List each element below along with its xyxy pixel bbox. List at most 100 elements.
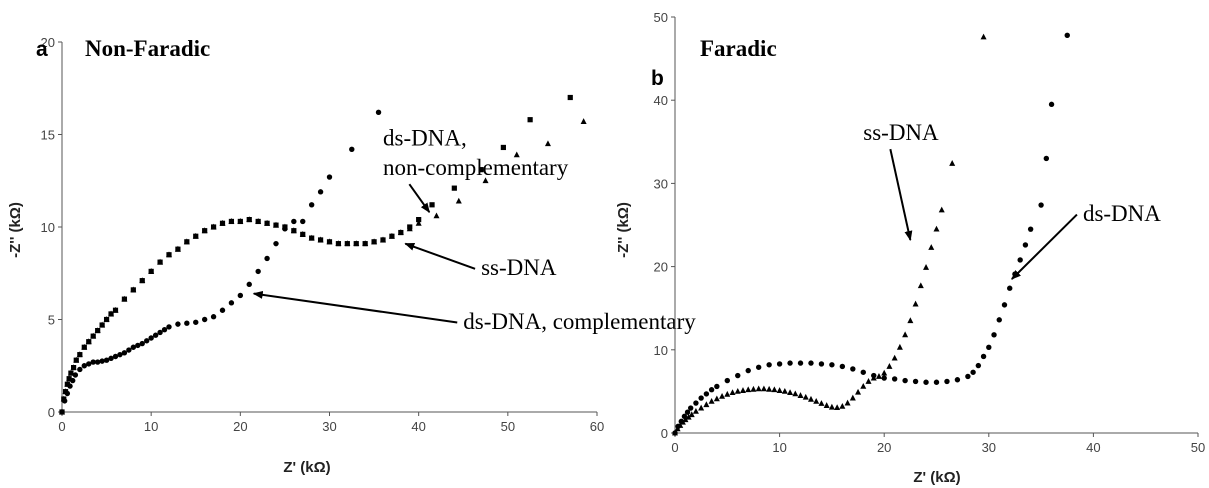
data-point — [928, 244, 935, 250]
data-point — [944, 378, 950, 385]
data-point — [237, 218, 244, 224]
data-point — [986, 344, 992, 351]
data-point — [344, 240, 351, 247]
x-tick-label: 30 — [322, 419, 336, 434]
annotation-label: ds-DNA, — [383, 126, 467, 151]
data-point — [148, 268, 155, 274]
x-tick-label: 50 — [1191, 440, 1205, 455]
data-point — [76, 351, 83, 358]
data-point — [902, 377, 908, 384]
data-point — [282, 226, 288, 232]
data-point — [103, 357, 110, 363]
data-point — [139, 340, 145, 347]
data-point — [714, 383, 720, 390]
data-point — [544, 140, 551, 147]
data-point — [219, 219, 226, 226]
data-point — [839, 363, 846, 370]
x-tick-label: 60 — [590, 419, 604, 434]
data-point — [850, 366, 856, 372]
data-point — [881, 369, 888, 376]
data-point — [776, 361, 783, 367]
data-point — [451, 185, 457, 191]
data-point — [210, 223, 217, 230]
data-point — [108, 310, 115, 317]
data-point — [760, 385, 767, 392]
data-point — [228, 300, 235, 306]
data-point — [255, 218, 262, 224]
annotation-label: ss-DNA — [481, 255, 557, 280]
data-point — [70, 364, 77, 370]
data-point — [77, 366, 83, 373]
data-point — [174, 245, 181, 252]
data-point — [300, 218, 306, 225]
data-point — [839, 402, 846, 409]
x-tick-label: 50 — [501, 419, 515, 434]
data-point — [949, 160, 956, 166]
data-point — [766, 385, 773, 392]
annotation-label: ss-DNA — [863, 120, 939, 145]
data-point — [708, 387, 715, 393]
data-point — [201, 227, 208, 234]
data-point — [433, 212, 440, 219]
data-point — [85, 338, 92, 345]
data-point — [290, 227, 297, 234]
data-point — [692, 407, 699, 414]
data-point — [161, 326, 168, 333]
data-point — [192, 232, 199, 239]
y-axis-label: -Z'' (kΩ) — [615, 202, 632, 258]
x-tick-label: 0 — [58, 419, 65, 434]
data-point — [99, 358, 105, 364]
data-point — [380, 236, 386, 243]
y-tick-label: 0 — [661, 426, 668, 441]
data-point — [175, 321, 181, 327]
data-point — [875, 373, 882, 379]
data-point — [237, 292, 244, 299]
data-point — [1017, 257, 1023, 263]
data-point — [273, 240, 279, 247]
data-point — [121, 295, 128, 302]
chart-title: Faradic — [700, 36, 777, 61]
data-point — [828, 403, 835, 410]
x-tick-label: 40 — [1086, 440, 1100, 455]
data-point — [81, 343, 88, 350]
data-point — [166, 324, 172, 330]
data-point — [416, 217, 422, 223]
data-point — [117, 351, 123, 358]
data-point — [792, 390, 799, 397]
data-point — [678, 418, 684, 425]
data-point — [938, 206, 945, 213]
data-point — [902, 331, 909, 338]
data-point — [818, 361, 825, 367]
data-point — [429, 202, 435, 208]
series-circle — [672, 32, 1070, 436]
data-point — [317, 189, 324, 195]
data-point — [219, 307, 226, 313]
data-point — [375, 109, 382, 116]
data-point — [144, 338, 150, 344]
data-point — [1027, 226, 1034, 232]
data-point — [228, 218, 235, 224]
data-point — [896, 343, 903, 350]
data-point — [849, 394, 856, 401]
data-point — [912, 300, 919, 307]
data-point — [135, 342, 141, 349]
y-tick-label: 10 — [654, 343, 668, 358]
annotation-label: ds-DNA, complementary — [463, 309, 696, 334]
data-point — [210, 314, 217, 320]
data-point — [681, 413, 688, 420]
x-tick-label: 40 — [411, 419, 425, 434]
data-point — [860, 369, 866, 375]
data-point — [246, 281, 252, 288]
panel-a-non-faradic: 0 10 20 30 40 50 60 0 5 10 15 20 Z' (kΩ) -Z'' (kΩ) Non… — [7, 35, 696, 476]
data-point — [698, 404, 705, 411]
data-point — [94, 327, 101, 333]
data-point — [865, 378, 872, 384]
data-point — [933, 379, 940, 385]
y-tick-label: 10 — [41, 220, 55, 235]
data-point — [682, 416, 689, 423]
annotation-arrow — [1011, 213, 1078, 280]
data-point — [61, 398, 68, 404]
data-point — [991, 332, 997, 338]
data-point — [797, 360, 804, 366]
annotation-arrow — [252, 290, 458, 324]
